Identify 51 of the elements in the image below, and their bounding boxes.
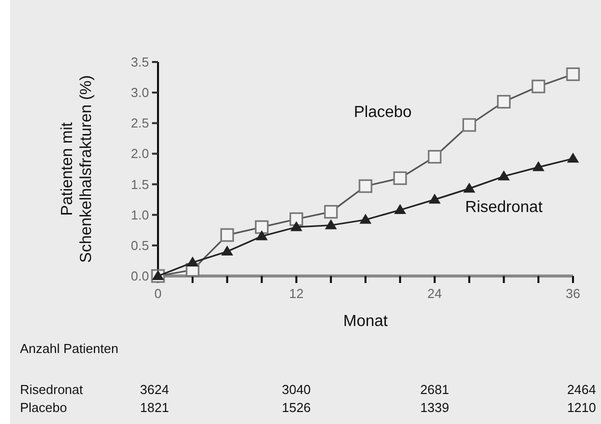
point <box>567 152 579 163</box>
text: Anzahl Patienten <box>20 341 118 356</box>
point <box>290 212 304 226</box>
text: 1339 <box>420 400 450 415</box>
y-tick-label: 1.5 <box>130 176 149 192</box>
point <box>152 270 164 280</box>
y-tick-label: 2.0 <box>130 146 149 162</box>
point <box>186 256 199 267</box>
point <box>360 214 372 224</box>
series-label: Risedronat <box>465 198 544 216</box>
point <box>324 205 338 219</box>
point <box>290 221 302 232</box>
point <box>497 94 511 109</box>
text: 3624 <box>140 382 169 397</box>
y-tick-label: 0.0 <box>130 268 149 284</box>
y-tick-label: 3.5 <box>130 54 149 70</box>
x-tick-label: 0 <box>154 286 162 301</box>
point <box>358 179 372 193</box>
text: Risedronat <box>20 382 84 397</box>
text: 2681 <box>420 382 450 397</box>
text: Placebo <box>354 104 412 122</box>
point <box>254 220 269 234</box>
text: 1821 <box>140 400 169 415</box>
text: 3040 <box>282 382 311 397</box>
point <box>532 161 544 172</box>
x-tick-label: 12 <box>289 286 304 301</box>
point <box>221 246 234 256</box>
point <box>428 150 442 164</box>
text: 2464 <box>567 382 596 397</box>
x-tick-label: 36 <box>566 286 580 301</box>
point <box>256 230 268 240</box>
text: 1526 <box>282 400 311 415</box>
point <box>566 67 580 82</box>
y-tick-label: 0.5 <box>130 238 149 253</box>
point <box>220 228 234 242</box>
y-tick-label: 3.0 <box>130 85 149 100</box>
point <box>428 194 441 204</box>
point <box>498 170 510 180</box>
x-tick-label: 24 <box>427 286 442 301</box>
x-axis-title: Monat <box>343 313 388 330</box>
point <box>393 171 407 185</box>
y-tick-label: 1.0 <box>130 207 149 222</box>
point <box>462 118 476 132</box>
y-axis-title: Patienten mit Schenkelhalsfrakturen (%) <box>59 75 95 263</box>
text: 1210 <box>567 400 596 415</box>
point <box>532 80 546 94</box>
point <box>463 182 476 193</box>
point <box>394 204 406 214</box>
text: Placebo <box>20 400 67 415</box>
y-tick-label: 2.5 <box>130 116 149 131</box>
point <box>324 219 337 230</box>
